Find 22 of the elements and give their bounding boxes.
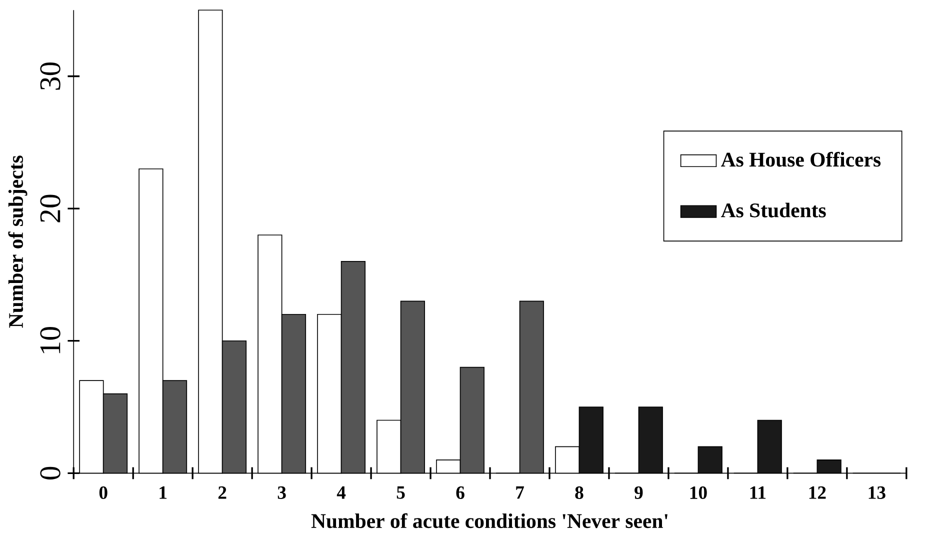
- legend-label: As Students: [720, 202, 826, 218]
- x-tick-label: 4: [336, 486, 346, 499]
- y-axis-title: Number of subjects: [8, 156, 28, 328]
- x-tick-label: 13: [868, 486, 886, 499]
- x-tick-label: 10: [690, 486, 707, 500]
- x-tick-label: 0: [99, 486, 108, 500]
- x-tick-label: 9: [634, 486, 643, 499]
- x-axis-title: Number of acute conditions 'Never seen': [311, 513, 668, 528]
- y-tick-label: 0: [40, 466, 60, 480]
- legend-label: As House Officers: [720, 152, 881, 167]
- x-tick-label: 3: [278, 486, 286, 499]
- x-tick-label: 6: [456, 486, 464, 499]
- y-tick-label: 30: [40, 62, 60, 90]
- x-tick-label: 2: [218, 486, 226, 499]
- x-tick-label: 11: [750, 486, 766, 499]
- x-tick-label: 7: [516, 486, 524, 499]
- x-tick-label: 5: [396, 486, 405, 499]
- x-tick-label: 1: [160, 486, 167, 499]
- x-tick-label: 12: [809, 486, 826, 499]
- y-tick-label: 10: [40, 327, 60, 354]
- y-tick-label: 20: [40, 194, 60, 222]
- x-tick-label: 8: [575, 486, 584, 500]
